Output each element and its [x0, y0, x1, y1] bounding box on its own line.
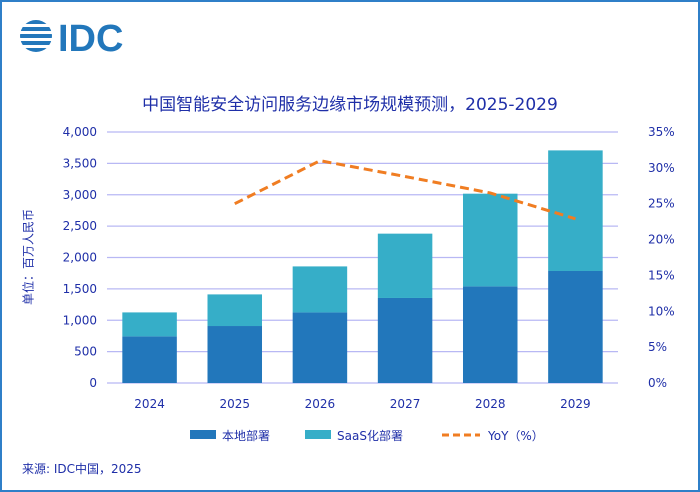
- svg-text:IDC: IDC: [58, 18, 123, 56]
- y2-tick-label: 15%: [648, 268, 675, 282]
- y-tick-label: 4,000: [63, 125, 97, 139]
- x-tick-label: 2025: [219, 397, 250, 411]
- source-note: 来源: IDC中国，2025: [22, 462, 142, 476]
- idc-logo: IDC: [20, 18, 123, 56]
- y2-tick-label: 10%: [648, 304, 675, 318]
- x-tick-label: 2024: [134, 397, 165, 411]
- y2-tick-label: 35%: [648, 125, 675, 139]
- legend-label: YoY（%）: [487, 429, 544, 443]
- legend-label: 本地部署: [222, 428, 270, 443]
- y2-tick-label: 20%: [648, 233, 675, 247]
- bar-SaaS化部署-2025: [207, 294, 263, 327]
- bar-本地部署-2028: [462, 286, 518, 383]
- bar-本地部署-2025: [207, 326, 263, 383]
- legend-label: SaaS化部署: [337, 428, 403, 443]
- bar-本地部署-2029: [548, 270, 603, 383]
- y-tick-label: 1,000: [63, 313, 97, 327]
- y-tick-label: 2,500: [63, 219, 97, 233]
- y-tick-label: 3,500: [63, 156, 97, 170]
- y-tick-label: 3,000: [63, 188, 97, 202]
- plot-area: 0 500 1,000 1,500 2,000 2,500 3,000 3,500 4,000 0…: [63, 125, 675, 443]
- bar-本地部署-2026: [292, 312, 348, 383]
- y2-tick-label: 25%: [648, 197, 675, 211]
- bar-SaaS化部署-2029: [548, 150, 603, 271]
- line-yoy: [234, 159, 576, 221]
- bar-SaaS化部署-2026: [292, 266, 348, 313]
- y-tick-label: 500: [74, 345, 97, 359]
- chart-title: 中国智能安全访问服务边缘市场规模预测，2025-2029: [142, 95, 558, 115]
- bar-SaaS化部署-2028: [462, 193, 518, 287]
- y2-tick-label: 5%: [648, 340, 667, 354]
- y2-tick-label: 30%: [648, 161, 675, 175]
- y-tick-label: 2,000: [63, 251, 97, 265]
- bar-本地部署-2024: [122, 336, 177, 383]
- bar-SaaS化部署-2024: [122, 312, 177, 337]
- y-tick-label: 0: [89, 376, 97, 390]
- x-tick-label: 2028: [475, 397, 506, 411]
- x-tick-label: 2029: [560, 397, 591, 411]
- y-tick-label: 1,500: [63, 282, 97, 296]
- bar-本地部署-2027: [377, 297, 433, 383]
- legend-swatch: [305, 430, 331, 439]
- legend-swatch: [190, 430, 216, 439]
- x-tick-label: 2026: [305, 397, 336, 411]
- y2-tick-label: 0%: [648, 376, 667, 390]
- bar-SaaS化部署-2027: [377, 233, 433, 298]
- x-tick-label: 2027: [390, 397, 421, 411]
